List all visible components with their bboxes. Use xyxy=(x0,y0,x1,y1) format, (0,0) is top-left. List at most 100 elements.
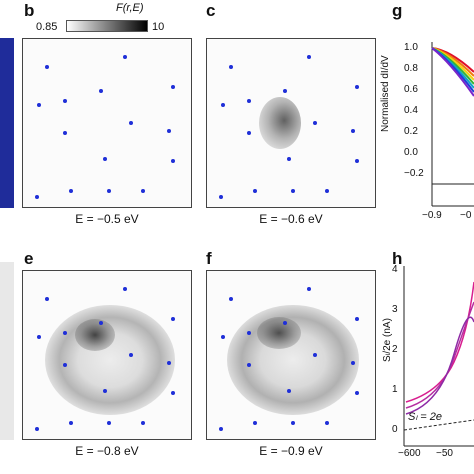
panel-h-ytick: 2 xyxy=(392,344,398,355)
panel-g-ytick: 0.6 xyxy=(404,84,418,95)
lattice-dot xyxy=(103,157,107,161)
lattice-dot xyxy=(283,89,287,93)
panel-c-blob xyxy=(259,97,301,149)
panel-g-xtick-1: −0 xyxy=(460,210,472,221)
panel-g-ytick: 0.4 xyxy=(404,105,418,116)
panel-e-map xyxy=(22,270,192,440)
panel-c-map xyxy=(206,38,376,208)
lattice-dot xyxy=(287,389,291,393)
lattice-dot xyxy=(229,297,233,301)
lattice-dot xyxy=(247,99,251,103)
lattice-dot xyxy=(253,421,257,425)
panel-c-label: c xyxy=(206,1,216,20)
lattice-dot xyxy=(229,65,233,69)
panel-f-caption: E = −0.9 eV xyxy=(259,444,323,458)
lattice-dot xyxy=(247,131,251,135)
lattice-dot xyxy=(171,85,175,89)
panel-e-label: e xyxy=(24,249,34,268)
lattice-dot xyxy=(351,361,355,365)
lattice-dot xyxy=(69,189,73,193)
lattice-dot xyxy=(253,189,257,193)
lattice-dot xyxy=(171,317,175,321)
panel-b-caption: E = −0.5 eV xyxy=(75,212,139,226)
panel-h-curve xyxy=(405,301,474,409)
lattice-dot xyxy=(123,55,127,59)
panel-g-ytick: 0.8 xyxy=(404,63,418,74)
lattice-dot xyxy=(37,103,41,107)
panel-h-curve xyxy=(405,281,474,403)
lattice-dot xyxy=(307,287,311,291)
lattice-dot xyxy=(99,321,103,325)
lattice-dot xyxy=(221,103,225,107)
panel-h-curve xyxy=(405,316,474,415)
lattice-dot xyxy=(35,427,39,431)
lattice-dot xyxy=(141,189,145,193)
panel-h-ytick: 4 xyxy=(392,264,398,275)
lattice-dot xyxy=(219,195,223,199)
panel-h-ytick: 1 xyxy=(392,384,398,395)
lattice-dot xyxy=(123,287,127,291)
lattice-dot xyxy=(351,129,355,133)
lattice-dot xyxy=(291,421,295,425)
lattice-dot xyxy=(63,131,67,135)
panel-f-label: f xyxy=(206,249,212,268)
lattice-dot xyxy=(283,321,287,325)
lattice-dot xyxy=(287,157,291,161)
panel-a-edge-strip xyxy=(0,38,14,208)
panel-e-caption: E = −0.8 eV xyxy=(75,444,139,458)
panel-c-caption: E = −0.6 eV xyxy=(259,212,323,226)
panel-g-ytick: 1.0 xyxy=(404,42,418,53)
panel-g-ytick: 0.0 xyxy=(404,147,418,158)
lattice-dot xyxy=(129,353,133,357)
lattice-dot xyxy=(167,129,171,133)
panel-e-ring xyxy=(45,305,175,415)
panel-g-ylabel: Normalised dI/dV xyxy=(380,55,391,132)
lattice-dot xyxy=(355,317,359,321)
lattice-dot xyxy=(307,55,311,59)
lattice-dot xyxy=(313,353,317,357)
lattice-dot xyxy=(45,65,49,69)
lattice-dot xyxy=(35,195,39,199)
panel-h-plot xyxy=(403,266,474,447)
lattice-dot xyxy=(37,335,41,339)
lattice-dot xyxy=(325,421,329,425)
panel-b-map xyxy=(22,38,192,208)
panel-g-ytick: 0.2 xyxy=(404,126,418,137)
lattice-dot xyxy=(247,331,251,335)
panel-g-label: g xyxy=(392,1,403,20)
lattice-dot xyxy=(107,189,111,193)
panel-e-hotspot xyxy=(75,319,115,351)
colorbar-gradient xyxy=(66,20,148,32)
lattice-dot xyxy=(63,363,67,367)
lattice-dot xyxy=(129,121,133,125)
lattice-dot xyxy=(171,391,175,395)
panel-h-ylabel: Sₗ/2e (nA) xyxy=(382,318,393,362)
lattice-dot xyxy=(45,297,49,301)
panel-h-ytick: 0 xyxy=(392,424,398,435)
lattice-dot xyxy=(103,389,107,393)
lattice-dot xyxy=(325,189,329,193)
panel-h-xtick-1: −50 xyxy=(436,448,453,459)
lattice-dot xyxy=(69,421,73,425)
lattice-dot xyxy=(355,85,359,89)
lattice-dot xyxy=(141,421,145,425)
panel-h-ytick: 3 xyxy=(392,304,398,315)
lattice-dot xyxy=(291,189,295,193)
lattice-dot xyxy=(107,421,111,425)
lattice-dot xyxy=(247,363,251,367)
panel-g-curve xyxy=(431,47,474,97)
colorbar-title: F(r,E) xyxy=(116,2,144,14)
panel-h-annotation: Sₗ = 2e xyxy=(408,411,442,423)
lattice-dot xyxy=(171,159,175,163)
panel-h-dashed-line xyxy=(403,419,474,431)
panel-b-label: b xyxy=(24,1,35,20)
panel-f-map xyxy=(206,270,376,440)
panel-h-label: h xyxy=(392,249,403,268)
lattice-dot xyxy=(219,427,223,431)
panel-g-plot xyxy=(431,42,474,207)
lattice-dot xyxy=(63,99,67,103)
panel-g-xtick-0: −0.9 xyxy=(422,210,442,221)
panel-h-xtick-0: −600 xyxy=(398,448,421,459)
panel-g-ytick: −0.2 xyxy=(404,168,424,179)
